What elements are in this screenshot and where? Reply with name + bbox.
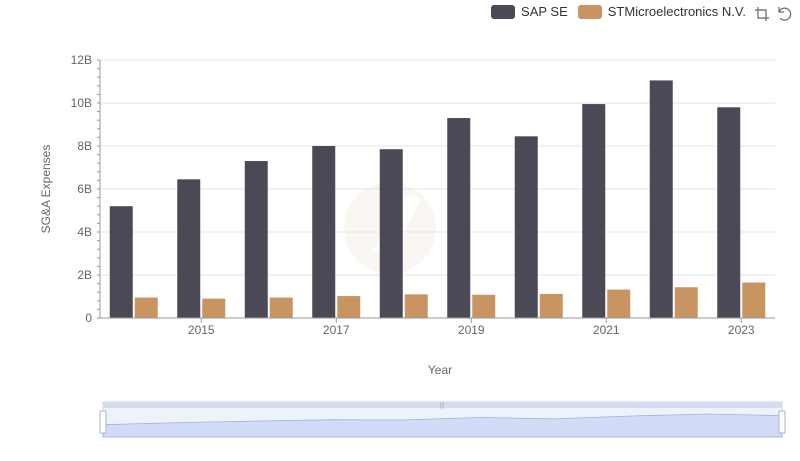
bar-stm-2021[interactable] <box>607 289 631 318</box>
bar-sap-2019[interactable] <box>447 118 471 318</box>
bar-sap-2022[interactable] <box>649 80 673 318</box>
legend-swatch-sap <box>491 4 516 19</box>
y-tick-label: 4B <box>77 225 92 239</box>
bar-sap-2023[interactable] <box>717 107 741 318</box>
grid <box>100 59 775 276</box>
toolbox <box>754 6 792 22</box>
slider-grip-icon[interactable]: ||| <box>440 403 445 409</box>
x-axis-title: Year <box>428 363 452 377</box>
x-tick-label: 2019 <box>458 323 485 337</box>
x-tick-label: 2023 <box>728 323 755 337</box>
bar-stm-2019[interactable] <box>472 294 496 318</box>
bar-stm-2020[interactable] <box>539 293 563 318</box>
bar-sap-2015[interactable] <box>177 179 201 318</box>
legend-item-stm[interactable]: STMicroelectronics N.V. <box>577 4 746 19</box>
bars <box>109 80 766 318</box>
y-tick-label: 10B <box>71 96 92 110</box>
bar-stm-2016[interactable] <box>269 297 293 318</box>
x-axis: 2015 2017 2019 2021 2023 <box>100 317 775 337</box>
data-zoom-slider[interactable]: ||| <box>99 401 786 438</box>
bar-sap-2021[interactable] <box>582 104 606 318</box>
bar-stm-2023[interactable] <box>742 282 766 318</box>
y-tick-label: 6B <box>77 182 92 196</box>
slider-left-handle[interactable] <box>99 410 107 434</box>
legend-item-sap[interactable]: SAP SE <box>491 4 568 19</box>
legend-label-sap: SAP SE <box>521 4 568 19</box>
y-tick-label: 8B <box>77 139 92 153</box>
y-tick-label: 2B <box>77 268 92 282</box>
y-axis-title: SG&A Expenses <box>39 145 53 234</box>
bar-stm-2018[interactable] <box>404 294 428 318</box>
bar-sap-2016[interactable] <box>244 161 268 318</box>
y-tick-label: 0 <box>85 311 92 325</box>
x-tick-label: 2015 <box>188 323 215 337</box>
x-tick-label: 2021 <box>593 323 620 337</box>
bar-sap-2014[interactable] <box>109 206 133 318</box>
y-axis: 0 2B 4B 6B 8B 10B 12B <box>71 53 101 325</box>
y-tick-label: 12B <box>71 53 92 67</box>
legend: SAP SE STMicroelectronics N.V. <box>491 4 746 19</box>
bar-stm-2017[interactable] <box>337 296 361 318</box>
legend-swatch-stm <box>577 4 602 19</box>
bar-sap-2017[interactable] <box>312 146 336 318</box>
bar-stm-2014[interactable] <box>134 297 158 318</box>
bar-stm-2015[interactable] <box>202 298 226 318</box>
bar-stm-2022[interactable] <box>674 287 698 318</box>
x-tick-label: 2017 <box>323 323 350 337</box>
legend-label-stm: STMicroelectronics N.V. <box>607 4 746 19</box>
bar-sap-2020[interactable] <box>514 136 538 318</box>
slider-top-bar[interactable] <box>103 402 782 408</box>
slider-right-handle[interactable] <box>778 410 786 434</box>
bar-sap-2018[interactable] <box>379 149 403 318</box>
restore-icon[interactable] <box>776 6 792 22</box>
zoom-icon[interactable] <box>754 6 770 22</box>
